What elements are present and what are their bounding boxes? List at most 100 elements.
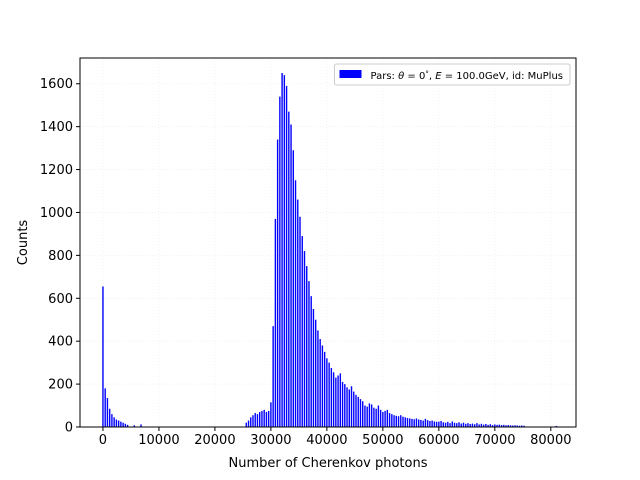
histogram-bar: [126, 424, 129, 427]
histogram-bar: [395, 415, 397, 427]
histogram-bar: [353, 391, 355, 427]
histogram-bar: [494, 424, 496, 427]
histogram-bar: [505, 425, 507, 427]
histogram-bar: [523, 425, 525, 427]
histogram-bar: [104, 388, 106, 427]
histogram-bar: [453, 422, 456, 427]
histogram-bar: [256, 414, 259, 427]
histogram-bar: [337, 375, 339, 427]
histogram-bar: [555, 425, 558, 427]
legend-degree: °: [425, 70, 429, 78]
y-tick-label: 1200: [40, 163, 73, 178]
histogram-bar: [471, 423, 474, 427]
histogram-bar: [111, 414, 113, 427]
legend: Pars: θ = 0°, E = 100.0GeV, id: MuPlus: [334, 63, 571, 86]
histogram-bar: [272, 326, 274, 427]
histogram-bar: [297, 199, 299, 427]
histogram-bar: [113, 417, 115, 427]
histogram-bar: [317, 330, 319, 427]
histogram-bar: [364, 405, 366, 427]
histogram-bar: [350, 386, 353, 427]
histogram-bar: [456, 423, 458, 427]
histogram-bar: [308, 281, 310, 427]
histogram-bar: [321, 345, 324, 427]
legend-theta-value: 0: [419, 71, 425, 82]
legend-label: Pars: θ = 0°, E = 100.0GeV, id: MuPlus: [371, 70, 564, 82]
y-axis-label: Counts: [16, 220, 31, 266]
histogram-bar: [435, 421, 438, 427]
histogram-bar: [498, 424, 501, 427]
histogram-bar: [124, 423, 127, 427]
histogram-bar: [491, 425, 494, 427]
histogram-bar: [420, 419, 422, 427]
histogram-bar: [500, 425, 503, 427]
plot-area-frame: [79, 57, 577, 428]
histogram-bar: [310, 296, 312, 427]
histogram-bar: [393, 415, 395, 427]
x-axis-ticks: 0 10000 20000 30000 40000 50000 60000 70000 8000…: [99, 427, 571, 448]
histogram-bar: [402, 416, 404, 427]
histogram-bar: [290, 124, 292, 428]
histogram-bar: [326, 358, 328, 427]
histogram-bar: [462, 422, 465, 427]
histogram-bar: [299, 216, 301, 427]
histogram-bar: [359, 399, 362, 427]
histogram-bar: [346, 387, 348, 427]
histogram-bar: [458, 422, 460, 427]
x-tick-label: 10000: [138, 433, 179, 448]
histogram-bar: [285, 85, 288, 428]
histogram-bar: [261, 410, 263, 427]
histogram-bar: [254, 413, 256, 427]
histogram-bar: [384, 410, 386, 427]
histogram-bar: [288, 111, 290, 427]
histogram-bar: [503, 424, 505, 427]
bars: [102, 73, 558, 428]
histogram-bar: [102, 286, 104, 427]
histogram-bar: [413, 419, 415, 427]
histogram-bar: [496, 424, 498, 427]
histogram-bar: [404, 417, 406, 427]
histogram-bar: [348, 389, 350, 427]
histogram-bar: [411, 418, 413, 427]
histogram-bar: [263, 409, 265, 427]
y-tick-label: 1600: [40, 77, 73, 92]
histogram-bar: [330, 368, 333, 427]
histogram-bar: [274, 218, 277, 427]
histogram-bar: [512, 425, 514, 427]
histogram-bar: [276, 139, 279, 427]
histogram-bar: [368, 403, 371, 427]
histogram-bar: [120, 421, 122, 427]
histogram-bar: [480, 423, 483, 427]
legend-box: [334, 63, 571, 86]
histogram-bar: [460, 423, 462, 427]
legend-swatch: [339, 70, 362, 78]
histogram-bar: [473, 424, 476, 427]
histogram-bar: [245, 422, 247, 427]
histogram-bar: [397, 416, 400, 427]
histogram-bar: [429, 420, 431, 427]
histogram-bar: [270, 402, 272, 427]
histogram-bar: [133, 425, 136, 427]
histogram-bar: [447, 421, 449, 427]
histogram-bar: [332, 372, 335, 427]
histogram-bar: [379, 409, 382, 427]
x-tick-label: 30000: [250, 433, 291, 448]
histogram-bar: [514, 425, 516, 427]
x-tick-label: 20000: [194, 433, 235, 448]
histogram-bar: [301, 236, 303, 427]
histogram-bar: [140, 424, 142, 427]
histogram-bar: [283, 75, 286, 428]
histogram-bar: [122, 422, 124, 427]
legend-equals-1: =: [404, 71, 419, 82]
x-tick-label: 70000: [474, 433, 515, 448]
histogram-bar: [312, 309, 315, 427]
histogram-bar: [422, 420, 424, 427]
histogram-bar: [370, 404, 373, 427]
histogram-bar: [344, 384, 346, 427]
histogram-bar: [366, 406, 368, 427]
legend-energy-symbol: E: [435, 71, 442, 82]
histogram-bar: [106, 398, 109, 427]
histogram-bar: [339, 373, 342, 427]
y-tick-label: 200: [48, 378, 73, 393]
